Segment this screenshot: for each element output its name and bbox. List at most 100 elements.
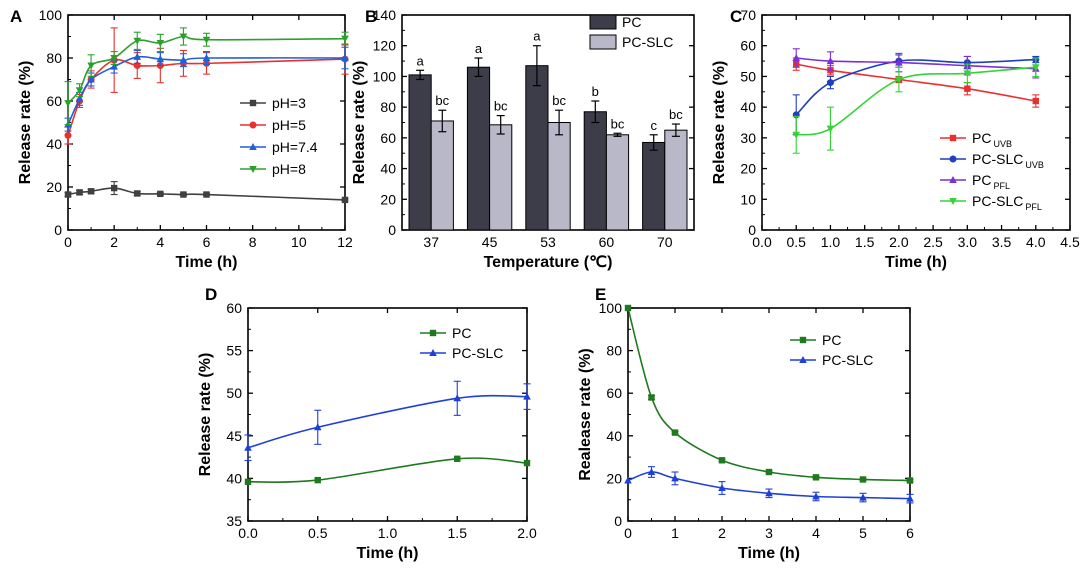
legend-label: PC PFL <box>972 172 1010 191</box>
significance-label: bc <box>611 116 625 131</box>
x-tick-label: 4.5 <box>1060 234 1080 250</box>
legend-label: PC <box>452 325 471 341</box>
y-tick-label: 60 <box>380 130 396 146</box>
legend-label-name: pH=5 <box>272 117 306 133</box>
y-tick-label: 40 <box>226 470 242 486</box>
series-pc-slc: bc bc bc bc bc <box>430 93 688 231</box>
legend-label: pH=7.4 <box>272 139 318 155</box>
data-point <box>76 189 83 196</box>
legend-label-name: PC <box>972 172 991 188</box>
data-point <box>826 57 835 65</box>
series-pc-slc <box>624 466 914 504</box>
legend-label: PC UVB <box>972 130 1012 149</box>
significance-label: a <box>533 29 541 44</box>
y-tick-label: 20 <box>46 179 62 195</box>
data-point <box>624 304 632 312</box>
x-tick-label: 0 <box>64 234 72 250</box>
y-axis-label: Release rate (%) <box>351 61 368 185</box>
data-point <box>64 191 72 198</box>
significance-label: bc <box>494 99 508 114</box>
legend-marker <box>949 198 957 205</box>
bar <box>642 141 666 231</box>
data-point <box>110 62 118 70</box>
bar <box>430 120 454 231</box>
data-point <box>718 483 726 491</box>
panel-letter: A <box>10 7 22 26</box>
data-point <box>718 457 726 464</box>
legend-label: PC <box>822 332 841 348</box>
bar <box>605 134 630 231</box>
bar <box>547 122 571 231</box>
x-axis-label: Time (h) <box>357 545 419 562</box>
y-tick-label: 60 <box>606 385 622 401</box>
data-point <box>826 79 834 87</box>
x-tick-label: 1.5 <box>855 234 875 250</box>
panel-b: B 0 20 40 60 80 100 120 140 Temperature (℃) Releas… <box>351 7 695 271</box>
data-point <box>179 33 188 41</box>
data-point <box>87 75 95 83</box>
bar <box>525 65 549 231</box>
data-point <box>671 429 679 436</box>
x-tick-label: 10 <box>291 234 307 250</box>
x-tick-label: 2 <box>110 234 118 250</box>
bar <box>408 74 432 231</box>
x-tick-label: 3 <box>765 525 773 541</box>
legend-label-name: pH=7.4 <box>272 139 318 155</box>
x-tick-label: 70 <box>657 234 673 250</box>
significance-label: a <box>475 41 483 56</box>
data-point <box>244 443 252 451</box>
x-tick-label: 2.0 <box>517 525 537 541</box>
x-axis-label: Time (h) <box>738 545 800 562</box>
significance-label: c <box>650 118 657 133</box>
data-point <box>133 52 142 60</box>
data-point <box>765 489 773 497</box>
x-tick-label: 0 <box>624 525 632 541</box>
y-tick-label: 60 <box>226 300 242 316</box>
y-tick-label: 45 <box>226 428 242 444</box>
data-point <box>906 494 914 502</box>
y-tick-label: 80 <box>606 343 622 359</box>
y-tick-label: 120 <box>373 38 397 54</box>
data-point <box>624 476 632 484</box>
y-axis-label: Realease rate (%) <box>577 348 594 481</box>
data-point <box>244 478 252 486</box>
data-point <box>792 131 801 139</box>
legend-marker <box>949 176 957 183</box>
x-axis-label: Time (h) <box>885 254 947 271</box>
series-ph=8 <box>64 27 349 126</box>
x-tick-label: 1.0 <box>378 525 398 541</box>
legend-label: PC-SLC <box>452 345 503 361</box>
data-point <box>826 125 835 133</box>
x-tick-label: 4 <box>812 525 820 541</box>
series-line <box>627 307 911 482</box>
y-tick-label: 80 <box>46 50 62 66</box>
x-tick-label: 4.0 <box>1026 234 1046 250</box>
legend-label-subscript: PFL <box>993 181 1010 191</box>
data-point <box>792 54 801 61</box>
y-tick-label: 0 <box>54 222 62 238</box>
legend-label-name: PC <box>972 130 991 146</box>
legend-label-name: pH=8 <box>272 161 306 177</box>
bar <box>466 66 491 231</box>
legend-marker <box>249 121 257 129</box>
data-point <box>341 196 349 204</box>
panel-letter: C <box>730 7 742 26</box>
x-tick-label: 53 <box>540 234 556 250</box>
legend-label: pH=8 <box>272 161 306 177</box>
data-point <box>523 459 531 467</box>
data-point <box>64 131 72 139</box>
data-point <box>648 394 655 401</box>
data-point <box>202 36 211 44</box>
x-tick-label: 2 <box>718 525 726 541</box>
data-point <box>647 468 656 476</box>
x-tick-label: 1 <box>671 525 679 541</box>
legend-label: PC-SLC UVB <box>972 151 1044 170</box>
data-point <box>1031 64 1040 72</box>
data-point <box>812 474 820 481</box>
data-point <box>1032 97 1039 105</box>
y-axis-label: Release rate (%) <box>711 61 728 185</box>
legend-marker <box>949 134 957 142</box>
data-point <box>179 56 188 64</box>
legend-label-name: pH=3 <box>272 95 306 111</box>
